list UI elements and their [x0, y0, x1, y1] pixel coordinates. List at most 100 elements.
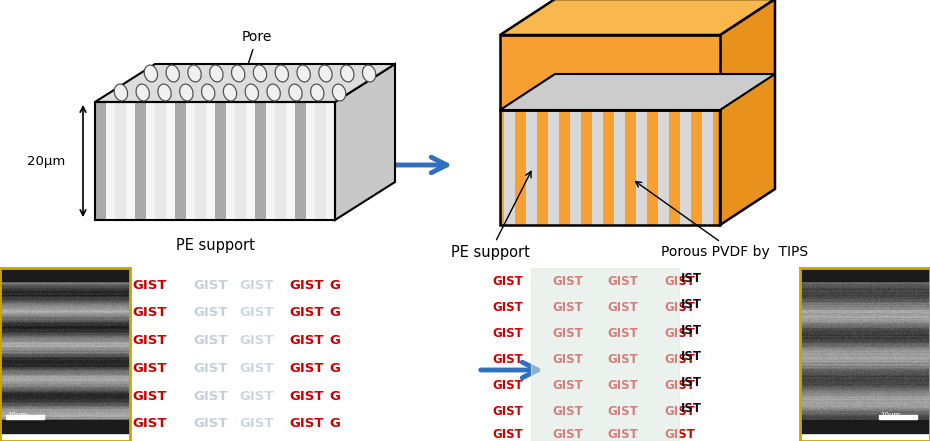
Text: IST: IST	[681, 324, 702, 337]
Text: GIST: GIST	[607, 275, 638, 288]
Text: GIST: GIST	[132, 389, 166, 403]
Text: GIST: GIST	[289, 417, 324, 430]
Text: G: G	[329, 279, 340, 292]
Text: GIST: GIST	[665, 275, 696, 288]
Polygon shape	[636, 110, 647, 225]
Bar	[800, 269, 930, 281]
Text: PVDF thin layer on the PE support: PVDF thin layer on the PE support	[512, 0, 747, 17]
Polygon shape	[720, 0, 775, 225]
Text: GIST: GIST	[665, 428, 696, 441]
Polygon shape	[702, 110, 713, 225]
Polygon shape	[135, 102, 146, 220]
Text: GIST: GIST	[552, 379, 583, 392]
Text: GIST: GIST	[193, 362, 228, 375]
Ellipse shape	[202, 84, 215, 101]
Text: GIST: GIST	[552, 428, 583, 441]
Bar	[6, 415, 44, 419]
Text: GIST: GIST	[665, 327, 696, 340]
Text: GIST: GIST	[665, 405, 696, 418]
Text: GIST: GIST	[607, 379, 638, 392]
Text: PE support: PE support	[450, 172, 531, 260]
Text: GIST: GIST	[132, 306, 166, 319]
Bar	[0, 420, 130, 433]
Text: GIST: GIST	[665, 353, 696, 366]
Text: IST: IST	[681, 402, 702, 415]
Text: GIST: GIST	[492, 405, 523, 418]
Text: GIST: GIST	[193, 334, 228, 347]
Polygon shape	[275, 102, 286, 220]
Ellipse shape	[158, 84, 171, 101]
Text: GIST: GIST	[193, 417, 228, 430]
Polygon shape	[549, 110, 560, 225]
Text: GIST: GIST	[289, 334, 324, 347]
Text: GIST: GIST	[193, 279, 228, 292]
Polygon shape	[500, 74, 775, 110]
Polygon shape	[315, 102, 326, 220]
Text: GIST: GIST	[665, 379, 696, 392]
Polygon shape	[115, 102, 126, 220]
Text: IST: IST	[681, 376, 702, 389]
Text: GIST: GIST	[552, 275, 583, 288]
Text: GIST: GIST	[193, 306, 228, 319]
Polygon shape	[215, 102, 226, 220]
Text: GIST: GIST	[193, 389, 228, 403]
Ellipse shape	[114, 84, 127, 101]
Polygon shape	[255, 102, 266, 220]
Text: GIST: GIST	[132, 362, 166, 375]
Text: GIST: GIST	[607, 353, 638, 366]
Text: GIST: GIST	[289, 362, 324, 375]
Polygon shape	[175, 102, 186, 220]
Polygon shape	[195, 102, 206, 220]
Polygon shape	[658, 110, 670, 225]
Ellipse shape	[136, 84, 150, 101]
Text: G: G	[329, 334, 340, 347]
Ellipse shape	[188, 65, 201, 82]
Text: GIST: GIST	[492, 428, 523, 441]
Text: 10μm: 10μm	[881, 412, 901, 418]
Text: G: G	[329, 306, 340, 319]
Ellipse shape	[253, 65, 267, 82]
Text: PE support: PE support	[176, 238, 255, 253]
Text: GIST: GIST	[492, 327, 523, 340]
Text: GIST: GIST	[289, 279, 324, 292]
Text: IST: IST	[681, 272, 702, 285]
Text: Pore: Pore	[242, 30, 272, 80]
Ellipse shape	[209, 65, 223, 82]
Text: 20μm: 20μm	[27, 154, 65, 168]
Polygon shape	[95, 102, 106, 220]
Text: GIST: GIST	[492, 301, 523, 314]
Polygon shape	[504, 110, 515, 225]
Ellipse shape	[311, 84, 324, 101]
Ellipse shape	[275, 65, 288, 82]
Text: GIST: GIST	[607, 405, 638, 418]
Polygon shape	[531, 268, 679, 441]
Polygon shape	[295, 102, 306, 220]
Polygon shape	[500, 110, 720, 225]
Text: GIST: GIST	[552, 353, 583, 366]
Text: GIST: GIST	[607, 301, 638, 314]
Text: GIST: GIST	[239, 417, 273, 430]
Ellipse shape	[297, 65, 311, 82]
Ellipse shape	[340, 65, 354, 82]
Ellipse shape	[144, 65, 157, 82]
Polygon shape	[235, 102, 246, 220]
Ellipse shape	[166, 65, 179, 82]
Polygon shape	[335, 64, 395, 220]
Bar	[879, 415, 916, 419]
Text: G: G	[329, 362, 340, 375]
Text: 10μm: 10μm	[7, 412, 28, 418]
Text: G: G	[329, 389, 340, 403]
Polygon shape	[500, 0, 775, 35]
Bar	[0, 269, 130, 281]
Polygon shape	[526, 110, 538, 225]
Text: GIST: GIST	[492, 275, 523, 288]
Text: GIST: GIST	[607, 327, 638, 340]
Text: GIST: GIST	[132, 417, 166, 430]
Text: GIST: GIST	[289, 306, 324, 319]
Text: GIST: GIST	[607, 428, 638, 441]
Ellipse shape	[267, 84, 280, 101]
Polygon shape	[500, 35, 720, 110]
Ellipse shape	[179, 84, 193, 101]
Text: Porous PVDF by  TIPS: Porous PVDF by TIPS	[635, 182, 808, 259]
Polygon shape	[155, 102, 166, 220]
